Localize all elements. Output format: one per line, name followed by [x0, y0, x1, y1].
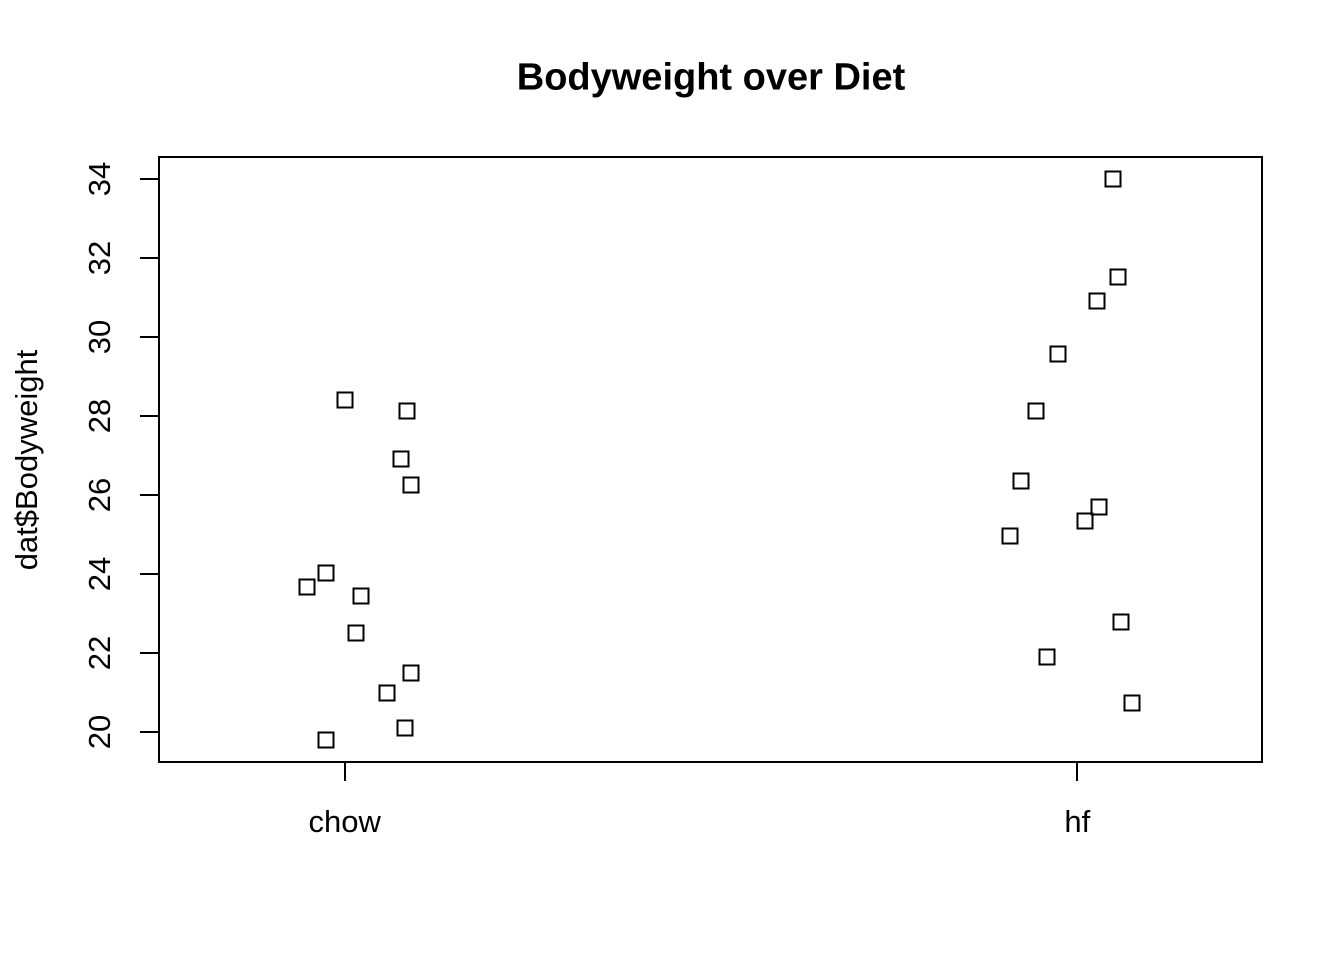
data-point-hf — [1109, 268, 1127, 286]
y-tick-label: 32 — [82, 241, 117, 276]
data-point-hf — [1038, 648, 1056, 666]
y-axis-tick — [140, 178, 158, 181]
data-point-hf — [1049, 345, 1067, 363]
data-point-hf — [1076, 512, 1094, 530]
data-point-chow — [347, 624, 365, 642]
data-point-chow — [378, 684, 395, 702]
y-axis-tick — [140, 257, 158, 260]
y-tick-label: 28 — [82, 399, 117, 434]
x-tick-label: chow — [308, 804, 381, 839]
data-point-chow — [396, 719, 414, 737]
data-point-hf — [1090, 498, 1108, 516]
data-point-hf — [1104, 170, 1122, 187]
y-axis-label: dat$Bodyweight — [9, 349, 44, 571]
y-tick-label: 26 — [82, 477, 117, 513]
y-tick-label: 22 — [82, 635, 117, 671]
plot-area — [158, 156, 1263, 763]
y-axis-tick — [140, 652, 158, 655]
data-point-hf — [1123, 694, 1141, 712]
data-point-hf — [1001, 527, 1019, 545]
y-tick-label: 34 — [82, 162, 117, 197]
data-point-chow — [352, 587, 370, 605]
data-point-hf — [1112, 613, 1130, 631]
data-point-chow — [402, 476, 420, 494]
y-axis-tick — [140, 336, 158, 339]
data-point-hf — [1088, 292, 1106, 310]
chart-title: Bodyweight over Diet — [516, 56, 906, 99]
data-point-chow — [402, 664, 420, 682]
data-point-chow — [336, 391, 354, 409]
x-tick-label: hf — [1064, 804, 1091, 839]
data-point-chow — [398, 402, 416, 420]
y-axis-tick — [140, 731, 158, 734]
data-point-hf — [1012, 472, 1030, 490]
y-axis-tick — [140, 494, 158, 497]
y-tick-label: 24 — [82, 556, 117, 592]
data-point-chow — [317, 564, 335, 582]
data-point-hf — [1027, 402, 1045, 420]
data-point-chow — [298, 578, 316, 596]
y-tick-label: 30 — [82, 320, 117, 355]
data-point-chow — [392, 450, 410, 468]
data-point-chow — [317, 731, 335, 749]
x-axis-tick — [1076, 763, 1079, 781]
y-tick-label: 20 — [82, 714, 117, 750]
y-axis-tick — [140, 573, 158, 576]
x-axis-tick — [343, 763, 346, 781]
y-axis-tick — [140, 415, 158, 418]
